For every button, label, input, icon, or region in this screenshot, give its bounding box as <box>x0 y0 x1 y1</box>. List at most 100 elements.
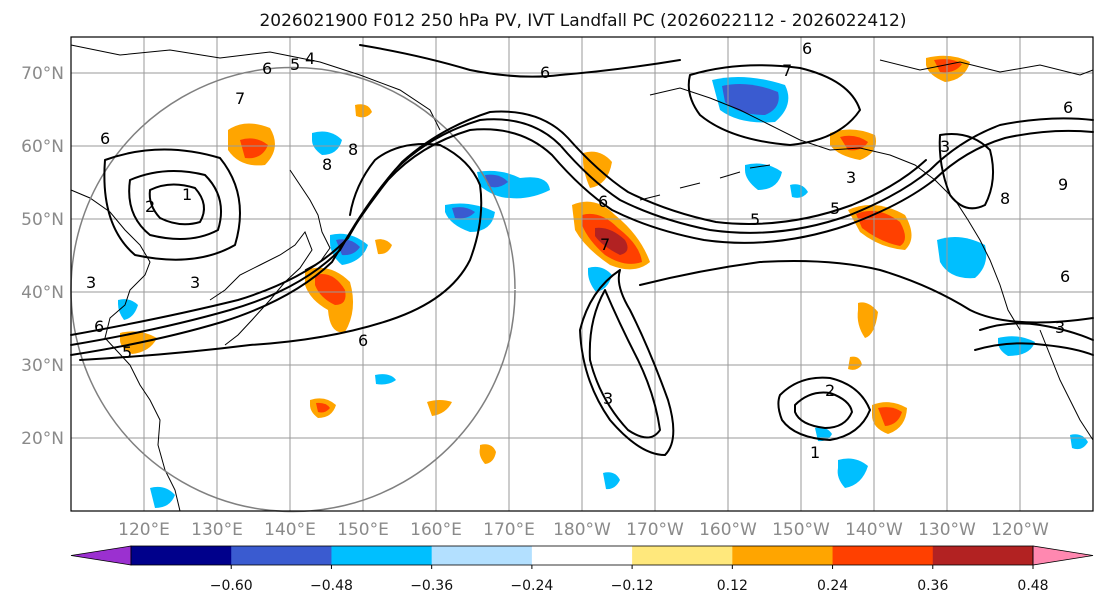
contour-label: 3 <box>1055 318 1065 337</box>
lon-label: 180°W <box>553 520 611 540</box>
negative-anomaly-core <box>485 174 508 188</box>
positive-anomaly-core <box>240 138 268 159</box>
lat-label: 40°N <box>21 283 64 303</box>
aleutian-islands <box>639 164 771 201</box>
negative-anomaly-region <box>312 131 342 155</box>
north-asia-coastline <box>70 44 441 131</box>
negative-anomaly-region <box>118 299 138 320</box>
lon-label: 120°E <box>118 520 170 540</box>
map-gridlines <box>71 37 1093 511</box>
negative-anomaly-region <box>375 374 396 385</box>
positive-anomaly-region <box>848 356 862 370</box>
negative-anomaly-region <box>745 163 782 190</box>
contour-label: 7 <box>600 235 610 254</box>
contour-label: 8 <box>1000 189 1010 208</box>
contour-label: 2 <box>145 197 155 216</box>
contour-label: 5 <box>290 55 300 74</box>
colorbar-segment <box>732 546 834 565</box>
pv-contour <box>794 391 853 429</box>
latitude-labels: 70°N 60°N 50°N 40°N 30°N 20°N <box>21 64 64 449</box>
contour-label: 5 <box>122 343 132 362</box>
contour-label: 8 <box>322 155 332 174</box>
pv-contour <box>70 110 927 336</box>
north-america-coastline <box>1039 329 1094 441</box>
contour-label: 3 <box>940 137 950 156</box>
pv-contour <box>974 342 1094 356</box>
lat-label: 60°N <box>21 137 64 157</box>
pv-contour <box>103 148 241 261</box>
contour-label: 6 <box>1063 98 1073 117</box>
lon-label: 170°E <box>483 520 535 540</box>
negative-anomaly-region <box>588 266 612 292</box>
lat-label: 50°N <box>21 210 64 230</box>
pv-contour <box>579 269 675 456</box>
contour-label: 6 <box>358 331 368 350</box>
lon-label: 160°W <box>699 520 757 540</box>
colorbar-tick-label: 0.36 <box>917 578 948 594</box>
negative-anomaly-region <box>937 236 987 279</box>
arctic-coastline <box>879 59 1094 76</box>
positive-anomaly-core <box>315 274 346 305</box>
positive-anomaly-region <box>479 444 496 464</box>
contour-label: 6 <box>94 317 104 336</box>
contour-label: 6 <box>802 39 812 58</box>
colorbar-tick-label: 0.12 <box>717 578 748 594</box>
lon-label: 120°W <box>991 520 1049 540</box>
map-title: 2026021900 F012 250 hPa PV, IVT Landfall… <box>259 11 906 31</box>
contour-label: 3 <box>603 389 613 408</box>
lon-label: 150°W <box>772 520 830 540</box>
korea-japan-coastline <box>209 230 313 346</box>
map-frame <box>70 36 1094 512</box>
colorbar-tick-label: 0.24 <box>817 578 848 594</box>
contour-label: 4 <box>305 49 315 68</box>
contour-label: 6 <box>100 129 110 148</box>
lon-label: 160°E <box>410 520 462 540</box>
colorbar-tick-label: −0.36 <box>410 578 453 594</box>
positive-anomaly-center <box>595 227 628 255</box>
colorbar-outline <box>130 545 1034 566</box>
contour-label: 1 <box>810 443 820 462</box>
pv-contour <box>148 183 205 226</box>
pv-contour <box>979 322 1094 341</box>
pv-contour <box>70 117 1094 346</box>
contour-labels: 6 5 4 6 7 6 8 8 1 2 3 3 6 5 6 6 7 5 3 5 … <box>86 39 1073 462</box>
positive-anomaly-region <box>375 239 392 255</box>
alaska-coastline <box>649 87 1021 331</box>
contour-label: 3 <box>846 168 856 187</box>
lon-label: 130°E <box>191 520 243 540</box>
colorbar-segment <box>832 546 934 565</box>
pv-contour <box>687 64 861 146</box>
negative-anomaly-region <box>790 184 808 198</box>
contour-label: 6 <box>1060 267 1070 286</box>
pv-contour <box>639 260 1094 324</box>
contour-label: 6 <box>540 63 550 82</box>
negative-anomaly-region <box>150 486 175 508</box>
positive-anomaly-core <box>878 407 902 426</box>
colorbar-segment <box>531 546 633 565</box>
contour-label: 6 <box>262 59 272 78</box>
pv-contour <box>128 170 222 240</box>
colorbar-segment <box>632 546 733 565</box>
lat-label: 20°N <box>21 429 64 449</box>
colorbar-tick-label: −0.48 <box>310 578 353 594</box>
pv-contour <box>359 44 681 78</box>
negative-anomaly-region <box>603 472 620 490</box>
contour-label: 7 <box>782 61 792 80</box>
contour-label: 6 <box>598 192 608 211</box>
negative-anomaly-core <box>722 84 779 115</box>
pv-contour <box>938 133 995 210</box>
colorbar-segment <box>131 546 232 565</box>
negative-anomaly-core <box>452 207 475 219</box>
lon-label: 150°E <box>337 520 389 540</box>
contour-label: 5 <box>830 199 840 218</box>
negative-anomaly-region <box>837 458 868 488</box>
pv-contour <box>588 289 661 439</box>
contour-label: 3 <box>190 273 200 292</box>
lat-label: 30°N <box>21 356 64 376</box>
positive-anomaly-core <box>316 402 330 413</box>
negative-anomaly-region <box>998 336 1035 356</box>
colorbar-tick-label: 0.48 <box>1017 578 1048 594</box>
colorbar-extension-low <box>70 545 132 566</box>
lon-label: 140°E <box>264 520 316 540</box>
positive-anomaly-core <box>934 59 962 73</box>
